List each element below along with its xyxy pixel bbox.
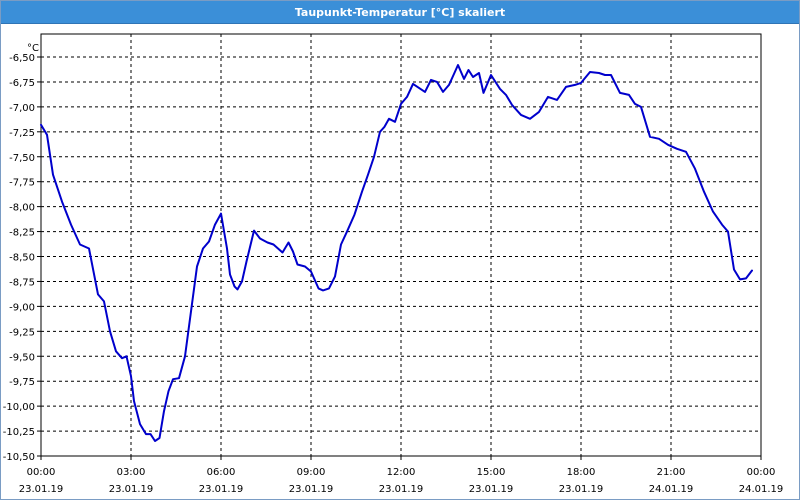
x-tick-time: 00:00 <box>27 467 56 478</box>
grid <box>41 34 761 457</box>
x-tick-time: 03:00 <box>117 467 146 478</box>
y-tick-label: -10,00 <box>3 402 35 413</box>
x-tick-time: 12:00 <box>387 467 416 478</box>
x-tick-time: 21:00 <box>657 467 686 478</box>
y-axis-unit: °C <box>27 43 39 54</box>
x-tick-time: 09:00 <box>297 467 326 478</box>
y-tick-label: -7,25 <box>9 128 35 139</box>
x-tick-date: 23.01.19 <box>19 484 64 495</box>
x-tick-date: 23.01.19 <box>199 484 244 495</box>
y-tick-label: -8,75 <box>9 277 35 288</box>
y-tick-label: -9,00 <box>9 302 35 313</box>
x-tick-date: 23.01.19 <box>379 484 424 495</box>
y-tick-label: -6,75 <box>9 78 35 89</box>
series-line <box>40 64 753 442</box>
y-tick-label: -9,75 <box>9 377 35 388</box>
y-tick-label: -10,50 <box>3 452 35 463</box>
x-tick-time: 18:00 <box>567 467 596 478</box>
x-tick-date: 24.01.19 <box>649 484 694 495</box>
chart-plot: °C -6,50 -6,75 -7,00 -7,25 -7,50 -7,75 -8,00 -8… <box>3 33 784 495</box>
y-tick-label: -8,50 <box>9 253 35 264</box>
x-tick-time: 00:00 <box>747 467 776 478</box>
y-tick-label: -8,00 <box>9 203 35 214</box>
window-title: Taupunkt-Temperatur [°C] skaliert <box>294 5 506 19</box>
window-titlebar: Taupunkt-Temperatur [°C] skaliert <box>1 1 799 24</box>
x-tick-date: 24.01.19 <box>739 484 784 495</box>
x-axis: 00:00 23.01.19 03:00 23.01.19 06:00 23.01.19 0… <box>19 456 784 495</box>
y-tick-label: -8,25 <box>9 228 35 239</box>
x-tick-date: 23.01.19 <box>289 484 334 495</box>
y-tick-label: -7,50 <box>9 153 35 164</box>
x-tick-date: 23.01.19 <box>559 484 604 495</box>
y-tick-label: -10,25 <box>3 427 35 438</box>
y-tick-label: -9,50 <box>9 352 35 363</box>
x-tick-date: 23.01.19 <box>109 484 154 495</box>
y-tick-label: -6,50 <box>9 53 35 64</box>
y-tick-label: -7,75 <box>9 178 35 189</box>
y-tick-label: -7,00 <box>9 103 35 114</box>
x-tick-date: 23.01.19 <box>469 484 514 495</box>
y-axis: -6,50 -6,75 -7,00 -7,25 -7,50 -7,75 -8,00 -8,25… <box>3 53 41 463</box>
y-tick-label: -9,25 <box>9 327 35 338</box>
x-tick-time: 15:00 <box>477 467 506 478</box>
x-tick-time: 06:00 <box>207 467 236 478</box>
